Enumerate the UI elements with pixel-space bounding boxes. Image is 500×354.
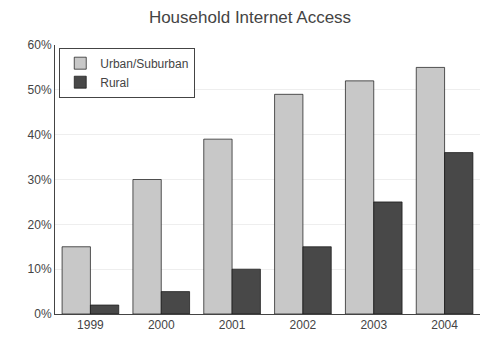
svg-text:2004: 2004	[431, 318, 458, 332]
svg-text:Household Internet Access: Household Internet Access	[149, 8, 351, 27]
svg-text:2003: 2003	[360, 318, 387, 332]
svg-text:20%: 20%	[28, 218, 52, 232]
svg-text:40%: 40%	[28, 128, 52, 142]
svg-text:Rural: Rural	[100, 76, 129, 90]
svg-text:0%: 0%	[34, 307, 52, 321]
svg-text:30%: 30%	[28, 173, 52, 187]
svg-text:2001: 2001	[219, 318, 246, 332]
svg-text:2000: 2000	[148, 318, 175, 332]
svg-text:Urban/Suburban: Urban/Suburban	[100, 57, 188, 71]
svg-text:10%: 10%	[28, 262, 52, 276]
svg-text:60%: 60%	[28, 38, 52, 52]
svg-text:50%: 50%	[28, 83, 52, 97]
svg-text:2002: 2002	[290, 318, 317, 332]
svg-text:1999: 1999	[77, 318, 104, 332]
